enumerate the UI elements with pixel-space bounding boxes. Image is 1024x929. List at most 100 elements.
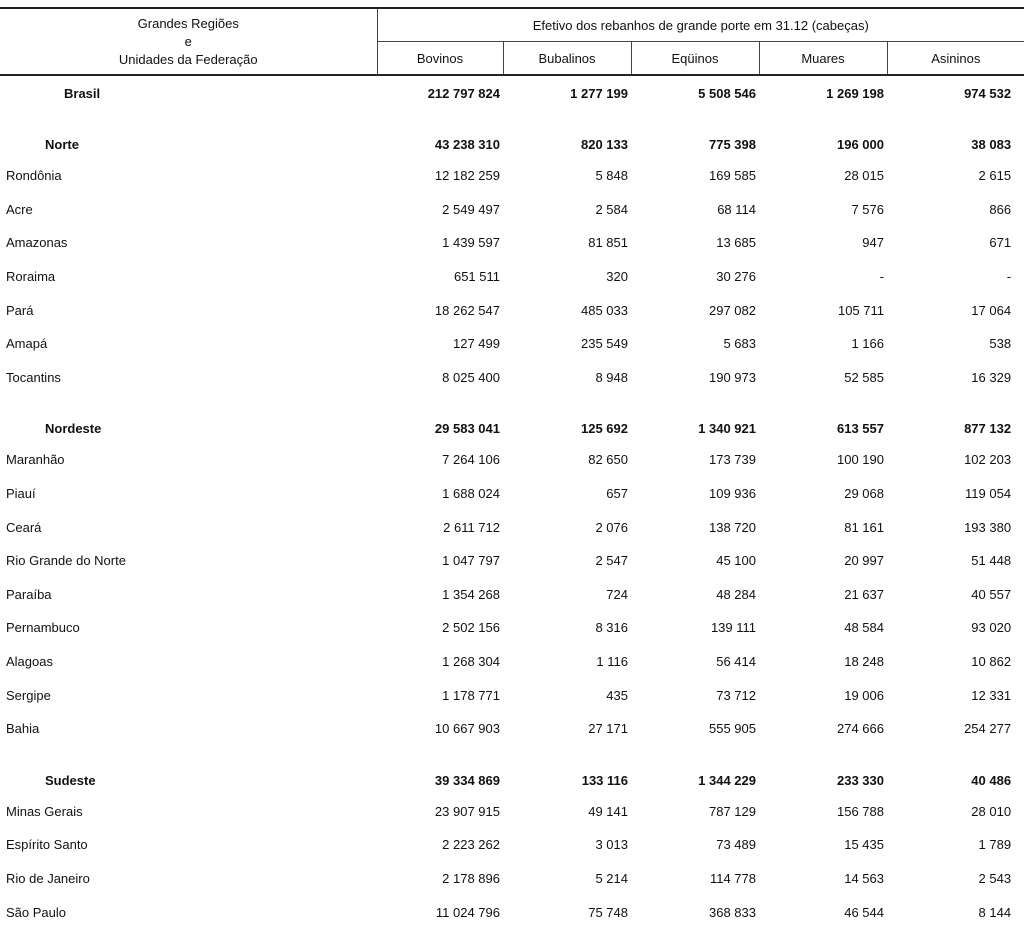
cell-equinos: 368 833	[709, 904, 756, 920]
table-row-region: Sudeste 39 334 869 133 116 1 344 229 233 330…	[0, 746, 1024, 795]
cell-bubalinos: 8 316	[595, 620, 628, 636]
cell-equinos: 45 100	[716, 553, 756, 569]
cell-asininos: 17 064	[971, 302, 1012, 318]
row-label: Espírito Santo	[6, 837, 88, 853]
cell-muares: 1 166	[851, 336, 884, 352]
cell-bubalinos: 8 948	[595, 369, 628, 385]
cell-muares: 105 711	[837, 302, 884, 318]
row-label: São Paulo	[6, 904, 66, 920]
cell-bovinos: 2 178 896	[442, 870, 500, 886]
cell-equinos: 56 414	[716, 654, 756, 670]
cell-bovinos: 23 907 915	[434, 803, 500, 819]
table-row-state: Paraíba 1 354 268 724 48 284 21 637 40 557	[0, 578, 1024, 612]
cell-equinos: 1 344 229	[698, 772, 756, 788]
cell-bovinos: 43 238 310	[434, 137, 500, 152]
row-label: Minas Gerais	[6, 803, 83, 819]
table-row-state: Bahia 10 667 903 27 171 555 905 274 666 254 2…	[0, 712, 1024, 746]
column-header-muares: Muares	[759, 41, 888, 76]
cell-asininos: 974 532	[964, 85, 1012, 101]
cell-bubalinos: 2 547	[595, 553, 628, 569]
cell-muares: 7 576	[851, 201, 884, 217]
cell-asininos: 193 380	[964, 519, 1012, 535]
cell-muares: 52 585	[844, 369, 884, 385]
row-label: Brasil	[64, 85, 101, 101]
cell-muares: 21 637	[844, 586, 884, 602]
cell-equinos: 173 739	[709, 452, 756, 468]
cell-bubalinos: 75 748	[588, 904, 628, 920]
table-body: Brasil 212 797 824 1 277 199 5 508 546 1 269…	[0, 75, 1024, 929]
row-label: Sudeste	[45, 772, 96, 788]
table-row-region: Norte 43 238 310 820 133 775 398 196 000 38 0…	[0, 110, 1024, 159]
cell-muares: 81 161	[844, 519, 884, 535]
stub-line-2: e	[184, 33, 192, 49]
row-label: Paraíba	[6, 586, 52, 602]
cell-bovinos: 651 511	[453, 269, 500, 285]
livestock-table: Grandes Regiões e Unidades da Federação …	[0, 7, 1024, 929]
cell-equinos: 48 284	[716, 586, 756, 602]
cell-bovinos: 1 439 597	[442, 235, 500, 251]
cell-bubalinos: 125 692	[581, 421, 628, 437]
cell-bovinos: 127 499	[453, 336, 500, 352]
cell-bovinos: 1 268 304	[442, 654, 500, 670]
row-label: Amapá	[6, 336, 48, 352]
row-label: Rio de Janeiro	[6, 870, 90, 886]
cell-muares: 233 330	[837, 772, 884, 788]
table-row-state: Rondônia 12 182 259 5 848 169 585 28 015 2 61…	[0, 159, 1024, 193]
cell-asininos: 12 331	[971, 687, 1012, 703]
cell-asininos: 10 862	[971, 654, 1012, 670]
cell-bubalinos: 485 033	[581, 302, 628, 318]
cell-bovinos: 2 611 712	[443, 519, 500, 535]
table-header: Grandes Regiões e Unidades da Federação …	[0, 8, 1024, 76]
cell-bubalinos: 320	[606, 269, 628, 285]
cell-bovinos: 11 024 796	[435, 904, 500, 920]
cell-bovinos: 10 667 903	[434, 721, 500, 737]
cell-equinos: 30 276	[716, 269, 756, 285]
cell-asininos: 671	[989, 235, 1012, 251]
cell-muares: 156 788	[837, 803, 884, 819]
cell-bubalinos: 2 076	[595, 519, 628, 535]
cell-equinos: 1 340 921	[698, 421, 756, 437]
cell-muares: 18 248	[844, 654, 884, 670]
cell-bubalinos: 235 549	[581, 336, 628, 352]
table-row-state: Ceará 2 611 712 2 076 138 720 81 161 193 380	[0, 510, 1024, 544]
table-row-state: São Paulo 11 024 796 75 748 368 833 46 544 8 …	[0, 895, 1024, 929]
row-label: Sergipe	[6, 687, 51, 703]
row-label: Nordeste	[45, 421, 102, 437]
table-row-state: Rio de Janeiro 2 178 896 5 214 114 778 14 56…	[0, 862, 1024, 896]
column-header-bubalinos: Bubalinos	[503, 41, 632, 76]
row-label: Rio Grande do Norte	[6, 553, 126, 569]
cell-bubalinos: 49 141	[588, 803, 628, 819]
cell-bovinos: 2 549 497	[442, 201, 500, 217]
row-label: Acre	[6, 201, 33, 217]
table-row-state: Acre 2 549 497 2 584 68 114 7 576 866	[0, 193, 1024, 227]
cell-asininos: 254 277	[964, 721, 1012, 737]
cell-muares: 1 269 198	[826, 85, 884, 101]
cell-bovinos: 12 182 259	[434, 168, 500, 184]
cell-muares: 613 557	[837, 421, 884, 437]
cell-asininos: 51 448	[971, 553, 1012, 569]
cell-asininos: 538	[989, 336, 1012, 352]
cell-bovinos: 212 797 824	[427, 85, 500, 101]
cell-muares: 274 666	[837, 721, 884, 737]
cell-bubalinos: 5 848	[595, 168, 628, 184]
cell-bubalinos: 82 650	[588, 452, 628, 468]
stub-line-3: Unidades da Federação	[118, 51, 258, 67]
cell-asininos: 28 010	[971, 803, 1012, 819]
cell-muares: 15 435	[844, 837, 884, 853]
cell-muares: 20 997	[844, 553, 884, 569]
cell-bubalinos: 820 133	[581, 137, 628, 152]
row-label: Norte	[45, 137, 79, 152]
row-label: Amazonas	[6, 235, 68, 251]
cell-equinos: 297 082	[709, 302, 756, 318]
cell-asininos: 93 020	[971, 620, 1012, 636]
cell-asininos: 1 789	[978, 837, 1012, 853]
cell-equinos: 775 398	[709, 137, 756, 152]
cell-bovinos: 2 502 156	[442, 620, 500, 636]
cell-equinos: 13 685	[716, 235, 756, 251]
cell-bubalinos: 724	[606, 586, 628, 602]
table-row-state: Pernambuco 2 502 156 8 316 139 111 48 584 93 …	[0, 611, 1024, 645]
cell-muares: 100 190	[837, 452, 884, 468]
cell-bovinos: 29 583 041	[434, 421, 500, 437]
cell-equinos: 555 905	[709, 721, 756, 737]
row-label: Ceará	[6, 519, 42, 535]
